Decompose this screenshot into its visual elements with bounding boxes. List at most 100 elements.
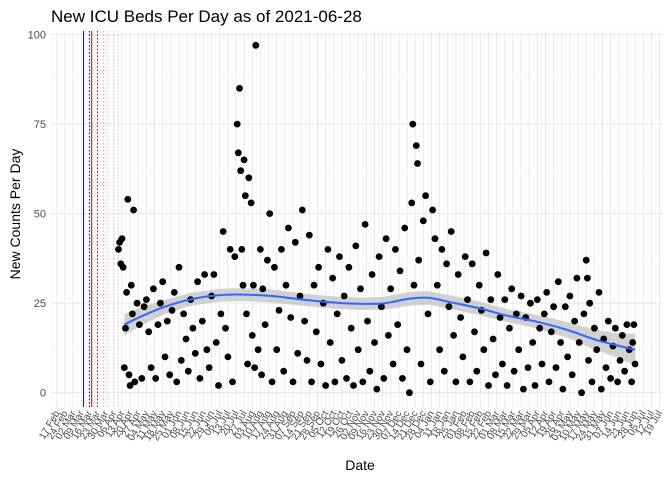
data-point xyxy=(450,332,457,339)
data-point xyxy=(408,199,416,207)
data-point xyxy=(143,296,150,303)
data-point xyxy=(127,281,135,289)
data-point xyxy=(347,324,355,332)
data-point xyxy=(191,349,199,357)
data-point xyxy=(406,389,413,397)
data-point xyxy=(245,174,253,182)
data-point xyxy=(175,263,183,271)
data-point xyxy=(508,285,516,293)
data-point xyxy=(459,353,467,361)
data-point xyxy=(291,238,299,246)
data-point xyxy=(401,224,409,232)
data-point xyxy=(533,296,541,303)
data-point xyxy=(308,378,315,386)
data-point xyxy=(631,360,639,368)
data-point xyxy=(485,382,492,389)
data-point xyxy=(124,195,132,203)
data-point xyxy=(552,364,560,371)
data-point xyxy=(338,357,346,364)
data-point xyxy=(289,378,297,386)
data-point xyxy=(510,367,518,375)
data-point xyxy=(301,317,308,325)
data-point xyxy=(580,310,588,318)
data-point xyxy=(582,256,590,264)
data-point xyxy=(324,246,332,253)
data-point xyxy=(198,317,206,325)
data-point xyxy=(118,235,126,243)
data-point xyxy=(399,375,406,382)
data-point xyxy=(392,246,399,253)
data-point xyxy=(473,367,481,375)
data-point xyxy=(547,328,555,336)
data-point xyxy=(424,310,432,318)
grid-major xyxy=(51,31,663,407)
data-point xyxy=(250,281,257,289)
data-point xyxy=(180,310,188,318)
data-points xyxy=(115,41,639,397)
data-point xyxy=(138,375,146,382)
y-tick-label: 0 xyxy=(40,388,46,400)
data-point xyxy=(130,206,138,214)
data-point xyxy=(387,285,395,293)
data-point xyxy=(159,278,167,286)
data-point xyxy=(538,360,546,368)
data-point xyxy=(273,346,281,354)
y-tick-label: 100 xyxy=(28,30,46,42)
data-point xyxy=(412,142,420,150)
data-point xyxy=(145,328,153,336)
data-point xyxy=(447,228,455,235)
data-point xyxy=(229,378,236,386)
data-point xyxy=(364,317,371,325)
data-point xyxy=(205,364,213,371)
data-point xyxy=(259,285,267,293)
data-point xyxy=(285,224,292,232)
data-point xyxy=(271,263,278,271)
data-point xyxy=(119,263,127,271)
data-point xyxy=(261,321,269,328)
data-point xyxy=(275,306,283,314)
data-point xyxy=(517,292,525,300)
data-point xyxy=(359,378,367,386)
data-point xyxy=(482,249,490,257)
data-point xyxy=(586,299,594,307)
data-point xyxy=(527,299,534,307)
data-point xyxy=(122,324,129,332)
data-point xyxy=(623,321,631,328)
data-point xyxy=(241,192,249,200)
data-point xyxy=(303,357,311,364)
data-point xyxy=(247,199,255,207)
data-point xyxy=(499,360,506,368)
data-point xyxy=(457,314,464,321)
data-point xyxy=(410,281,418,289)
data-point xyxy=(125,371,133,379)
data-point xyxy=(233,120,241,128)
data-point xyxy=(433,281,441,289)
data-point xyxy=(628,378,635,386)
data-point xyxy=(578,389,585,397)
data-point xyxy=(161,353,169,361)
data-point xyxy=(240,156,248,164)
data-point xyxy=(529,339,537,346)
data-point xyxy=(345,263,353,271)
data-point xyxy=(226,246,234,253)
data-point xyxy=(438,246,446,253)
data-point xyxy=(157,299,164,307)
data-point xyxy=(431,235,439,243)
data-point xyxy=(429,206,436,214)
data-point xyxy=(298,206,306,214)
y-axis-title: New Counts Per Day xyxy=(7,149,23,280)
data-point xyxy=(494,271,502,278)
data-point xyxy=(464,296,471,303)
data-point xyxy=(475,281,483,289)
data-point xyxy=(591,324,598,332)
data-point xyxy=(378,303,385,311)
data-point xyxy=(584,274,591,282)
data-point xyxy=(264,256,271,264)
data-point xyxy=(368,271,376,278)
data-point xyxy=(252,41,260,49)
data-point xyxy=(166,371,174,379)
data-point xyxy=(602,364,610,371)
data-point xyxy=(487,296,495,303)
